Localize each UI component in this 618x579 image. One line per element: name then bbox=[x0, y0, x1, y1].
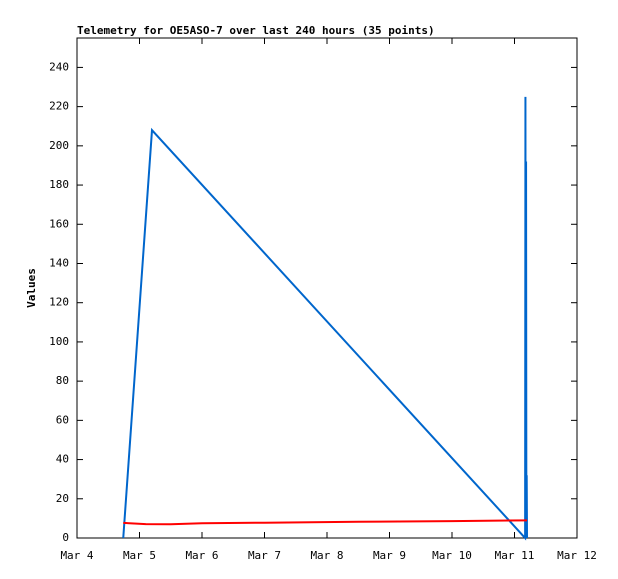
x-tick-label: Mar 7 bbox=[248, 549, 281, 562]
x-tick-label: Mar 8 bbox=[310, 549, 343, 562]
y-tick-label: 180 bbox=[49, 178, 69, 191]
y-axis-label: Values bbox=[25, 268, 38, 308]
chart-title: Telemetry for OE5ASO-7 over last 240 hou… bbox=[77, 24, 435, 37]
y-tick-label: 120 bbox=[49, 296, 69, 309]
x-tick-label: Mar 12 bbox=[557, 549, 597, 562]
y-tick-label: 40 bbox=[56, 453, 69, 466]
x-tick-label: Mar 9 bbox=[373, 549, 406, 562]
y-tick-label: 60 bbox=[56, 413, 69, 426]
y-tick-label: 20 bbox=[56, 492, 69, 505]
y-tick-label: 220 bbox=[49, 100, 69, 113]
y-tick-label: 140 bbox=[49, 256, 69, 269]
y-tick-label: 240 bbox=[49, 60, 69, 73]
y-tick-label: 160 bbox=[49, 217, 69, 230]
series-line bbox=[122, 96, 528, 541]
y-tick-label: 100 bbox=[49, 335, 69, 348]
x-tick-label: Mar 4 bbox=[60, 549, 93, 562]
plot-frame bbox=[76, 37, 578, 539]
y-tick-label: 80 bbox=[56, 374, 69, 387]
series-line bbox=[123, 519, 528, 526]
x-tick-label: Mar 5 bbox=[123, 549, 156, 562]
x-tick-label: Mar 6 bbox=[185, 549, 218, 562]
x-tick-label: Mar 11 bbox=[495, 549, 535, 562]
y-tick-label: 0 bbox=[62, 531, 69, 544]
y-tick-label: 200 bbox=[49, 139, 69, 152]
x-tick-label: Mar 10 bbox=[432, 549, 472, 562]
